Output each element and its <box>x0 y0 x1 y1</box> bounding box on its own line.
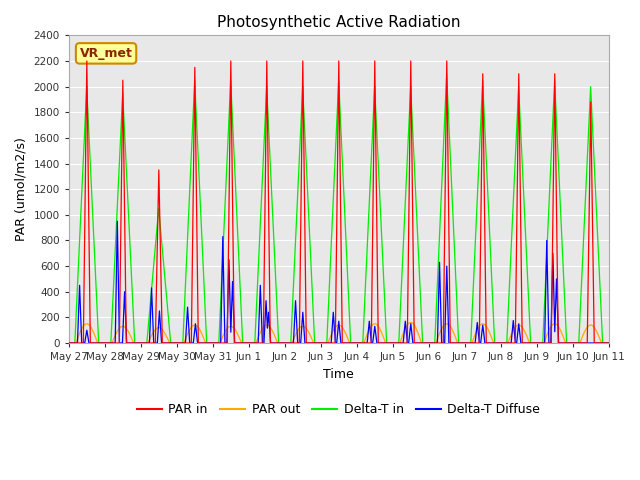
Y-axis label: PAR (umol/m2/s): PAR (umol/m2/s) <box>15 137 28 241</box>
Title: Photosynthetic Active Radiation: Photosynthetic Active Radiation <box>217 15 460 30</box>
Text: VR_met: VR_met <box>79 47 132 60</box>
X-axis label: Time: Time <box>323 368 354 381</box>
Legend: PAR in, PAR out, Delta-T in, Delta-T Diffuse: PAR in, PAR out, Delta-T in, Delta-T Dif… <box>132 398 545 421</box>
